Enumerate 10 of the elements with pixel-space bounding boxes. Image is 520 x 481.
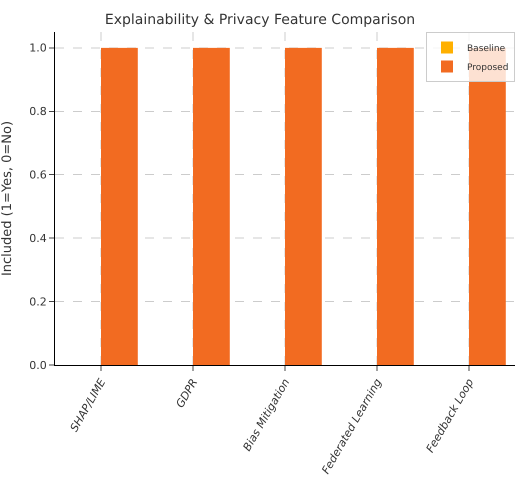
y-tick-label: 0.2 bbox=[29, 295, 47, 308]
y-tick-label: 0.4 bbox=[29, 232, 47, 245]
y-tick-label: 0.0 bbox=[29, 358, 47, 372]
legend-label: Proposed bbox=[467, 63, 508, 74]
y-tick-label: 1.0 bbox=[29, 42, 47, 55]
y-tick-label: 0.6 bbox=[29, 168, 47, 182]
y-tick-label: 0.8 bbox=[29, 105, 47, 118]
chart-title: Explainability & Privacy Feature Comparison bbox=[104, 12, 416, 28]
legend-label: Baseline bbox=[467, 44, 506, 54]
y-axis-title: Included (1=Yes, 0=No) bbox=[0, 120, 15, 276]
